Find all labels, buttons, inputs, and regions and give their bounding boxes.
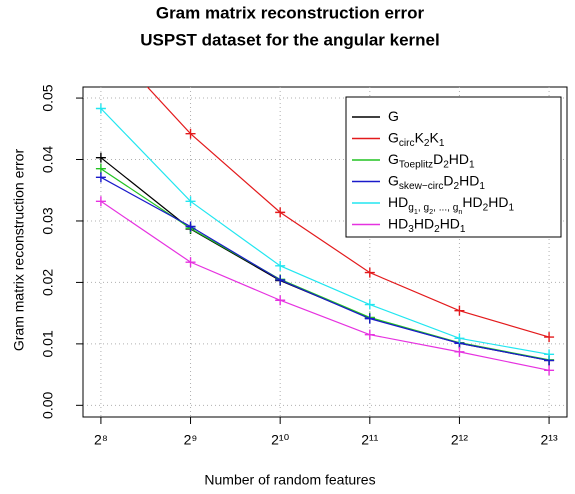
- point-marker: [364, 313, 375, 324]
- point-marker: [364, 267, 375, 278]
- point-marker: [95, 163, 106, 174]
- chart-title: Gram matrix reconstruction error: [156, 3, 425, 22]
- y-tick-label: 0.04: [40, 146, 56, 173]
- point-marker: [185, 196, 196, 207]
- chart-subtitle: USPST dataset for the angular kernel: [140, 30, 439, 49]
- x-tick-label: 2⁸: [94, 432, 108, 448]
- series-line: [100, 200, 550, 371]
- point-marker: [454, 305, 465, 316]
- point-marker: [544, 365, 555, 376]
- point-marker: [275, 274, 286, 285]
- point-marker: [95, 172, 106, 183]
- point-marker: [275, 207, 286, 218]
- legend-label: G: [388, 108, 399, 124]
- point-marker: [544, 349, 555, 360]
- point-marker: [95, 196, 106, 207]
- point-marker: [454, 346, 465, 357]
- legend-label: HDg1, g2, ..., gnHD2HD1: [388, 194, 515, 216]
- x-tick-label: 2¹¹: [361, 432, 378, 448]
- series-line: [100, 108, 550, 355]
- point-marker: [454, 333, 465, 344]
- y-tick-label: 0.00: [40, 391, 56, 418]
- x-tick-label: 2¹²: [451, 432, 468, 448]
- point-marker: [95, 152, 106, 163]
- x-tick-label: 2⁹: [184, 432, 198, 448]
- legend-box: [345, 96, 562, 238]
- legend-label: Gskew−circD2HD1: [388, 172, 485, 191]
- legend-label: GcircK2K1: [388, 129, 445, 148]
- series-line: [146, 87, 550, 338]
- y-axis-label: Gram matrix reconstruction error: [11, 149, 27, 352]
- point-marker: [275, 295, 286, 306]
- point-marker: [96, 32, 106, 42]
- plot-area: [95, 32, 555, 376]
- y-tick-label: 0.03: [40, 207, 56, 234]
- point-marker: [185, 221, 196, 232]
- point-marker: [364, 329, 375, 340]
- legend-label: HD3HD2HD1: [388, 215, 466, 234]
- point-marker: [95, 103, 106, 114]
- point-marker: [364, 299, 375, 310]
- legend-label: GToeplitzD2HD1: [388, 151, 475, 170]
- point-marker: [185, 128, 196, 139]
- y-tick-label: 0.01: [40, 330, 56, 357]
- y-tick-label: 0.05: [40, 84, 56, 111]
- point-marker: [275, 260, 286, 271]
- point-marker: [544, 332, 555, 343]
- x-tick-label: 2¹⁰: [271, 432, 289, 448]
- x-tick-label: 2¹³: [541, 432, 558, 448]
- point-marker: [185, 257, 196, 268]
- series-line: [100, 176, 550, 362]
- y-tick-label: 0.02: [40, 269, 56, 296]
- x-axis-label: Number of random features: [204, 472, 375, 488]
